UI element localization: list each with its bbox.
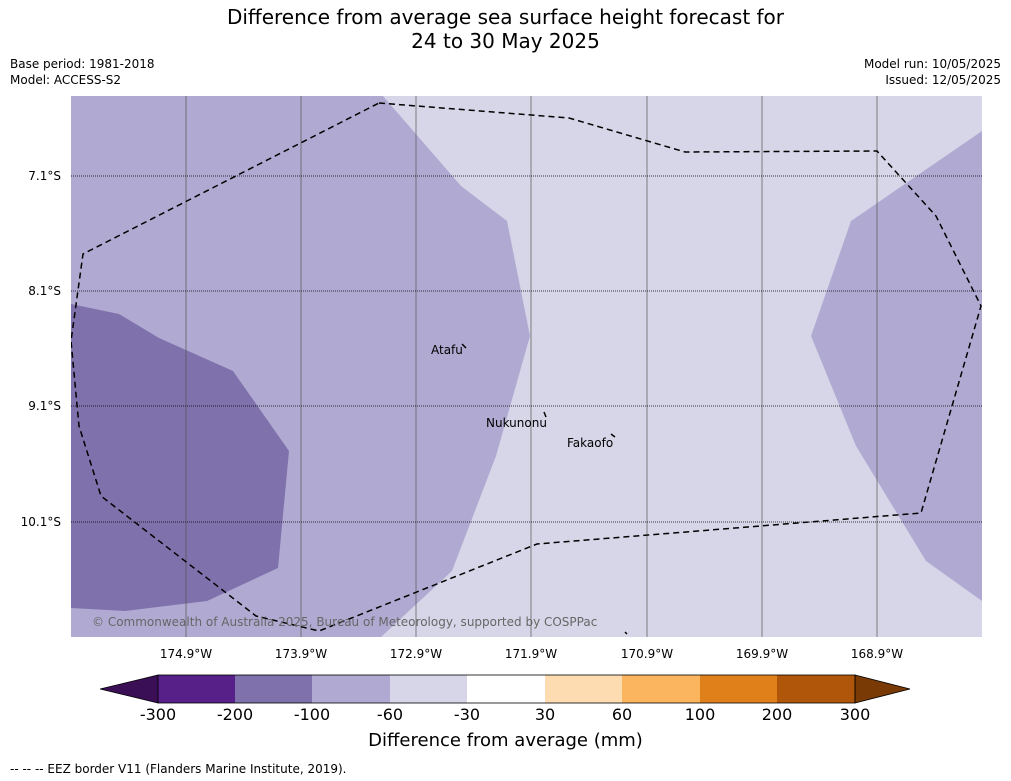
colorbar-extend-high <box>854 674 911 704</box>
model-run: Model run: 10/05/2025 <box>863 57 1001 71</box>
cb-tick-10: 300 <box>839 705 871 724</box>
atafu-island <box>461 343 467 349</box>
colorbar-seg-8 <box>700 675 777 703</box>
lon-label-3: 172.9°W <box>389 647 443 661</box>
cb-tick-4: -60 <box>376 705 404 724</box>
lat-label-4: 10.1°S <box>20 515 61 529</box>
lon-label-6: 169.9°W <box>735 647 789 661</box>
base-period: Base period: 1981-2018 <box>10 57 155 71</box>
cb-tick-9: 200 <box>761 705 793 724</box>
colorbar-outline <box>157 674 856 704</box>
cb-tick-5: -30 <box>453 705 481 724</box>
nukunonu-island <box>543 411 547 418</box>
fakaofo-island <box>610 433 616 438</box>
issued-date: Issued: 12/05/2025 <box>885 73 1001 87</box>
colorbar-seg-7 <box>622 675 700 703</box>
colorbar-extend-low <box>100 674 159 704</box>
lon-label-2: 173.9°W <box>274 647 328 661</box>
lon-label-7: 168.9°W <box>850 647 904 661</box>
meta-left: Base period: 1981-2018 Model: ACCESS-S2 <box>10 56 155 88</box>
cb-tick-2: -200 <box>216 705 254 724</box>
lat-label-2: 8.1°S <box>28 284 61 298</box>
lat-label-3: 9.1°S <box>28 399 61 413</box>
meta-right: Model run: 10/05/2025 Issued: 12/05/2025 <box>864 56 1001 88</box>
colorbar-seg-6 <box>545 675 622 703</box>
meridians <box>185 96 878 637</box>
cb-tick-3: -100 <box>293 705 331 724</box>
lon-label-1: 174.9°W <box>159 647 213 661</box>
cb-tick-7: 60 <box>611 705 633 724</box>
colorbar <box>100 674 911 704</box>
anomaly-region-southwest <box>71 304 289 611</box>
place-label-nukunonu: Nukunonu <box>486 416 547 430</box>
eez-border <box>71 102 982 632</box>
colorbar-seg-5 <box>467 675 545 703</box>
cb-tick-6: 30 <box>534 705 556 724</box>
copyright-notice: © Commonwealth of Australia 2025, Bureau… <box>92 615 597 629</box>
lon-label-5: 170.9°W <box>620 647 674 661</box>
colorbar-seg-3 <box>312 675 390 703</box>
map-title: Difference from average sea surface heig… <box>0 5 1011 53</box>
place-label-fakaofo: Fakaofo <box>567 436 613 450</box>
cb-tick-8: 100 <box>684 705 716 724</box>
colorbar-label: Difference from average (mm) <box>368 730 643 751</box>
colorbar-seg-2 <box>235 675 312 703</box>
small-island <box>624 631 628 635</box>
title-line-1: Difference from average sea surface heig… <box>226 5 785 29</box>
forecast-map: Atafu Nukunonu Fakaofo © Commonwealth of… <box>71 96 982 637</box>
model-name: Model: ACCESS-S2 <box>10 73 122 87</box>
colorbar-seg-1 <box>158 675 235 703</box>
colorbar-seg-4 <box>390 675 467 703</box>
eez-footnote: -- -- -- EEZ border V11 (Flanders Marine… <box>10 762 347 776</box>
anomaly-region-east <box>811 131 982 601</box>
place-label-atafu: Atafu <box>431 343 463 357</box>
title-line-2: 24 to 30 May 2025 <box>411 29 600 53</box>
cb-tick-1: -300 <box>139 705 177 724</box>
colorbar-seg-9 <box>777 675 855 703</box>
lat-label-1: 7.1°S <box>28 169 61 183</box>
lon-label-4: 171.9°W <box>504 647 558 661</box>
